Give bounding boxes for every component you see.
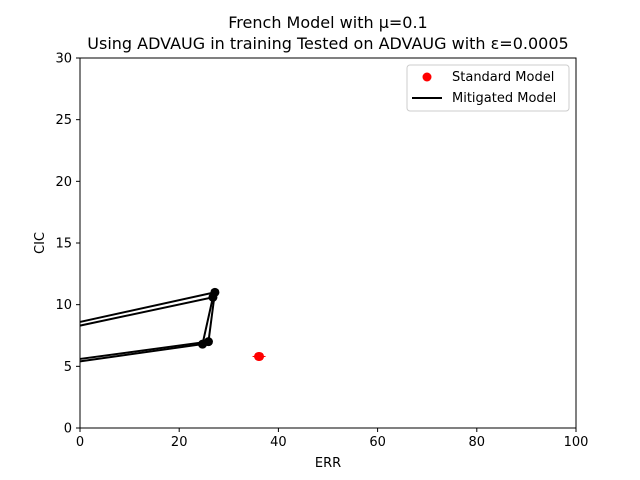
- y-axis-label: CIC: [33, 232, 48, 254]
- standard-model-point: [255, 351, 265, 361]
- x-tick-label: 60: [369, 435, 386, 450]
- x-axis: 0 20 40 60 80 100: [76, 428, 589, 450]
- x-axis-label: ERR: [315, 456, 341, 471]
- x-tick-label: 40: [270, 435, 287, 450]
- legend-box: [406, 64, 570, 112]
- plot-frame: [79, 57, 577, 429]
- y-tick-label: 30: [55, 52, 72, 67]
- y-tick-label: 5: [64, 360, 72, 375]
- plot-area: [79, 287, 266, 363]
- y-tick-label: 10: [55, 298, 72, 313]
- y-tick-label: 15: [55, 237, 72, 252]
- legend-label-standard-model: Standard Model: [452, 70, 554, 85]
- legend: Standard Model Mitigated Model: [406, 64, 570, 112]
- chart-title-line-2: Using ADVAUG in training Tested on ADVAU…: [87, 34, 568, 53]
- mitigated-model-line: [79, 295, 215, 363]
- y-tick-label: 25: [55, 113, 72, 128]
- y-tick-label: 0: [64, 422, 72, 437]
- legend-marker-standard-model: [422, 72, 432, 82]
- y-tick-label: 20: [55, 175, 72, 190]
- mitigated-model-line: [79, 291, 217, 360]
- chart-title-line-1: French Model with μ=0.1: [228, 13, 427, 32]
- x-tick-label: 80: [469, 435, 486, 450]
- mitigated-model-point: [208, 292, 218, 302]
- x-tick-label: 100: [564, 435, 589, 450]
- mitigated-model-point: [198, 339, 208, 349]
- y-axis: 0 5 10 15 20 25 30: [55, 52, 80, 437]
- legend-label-mitigated-model: Mitigated Model: [452, 91, 556, 106]
- x-tick-label: 20: [171, 435, 188, 450]
- x-tick-label: 0: [76, 435, 84, 450]
